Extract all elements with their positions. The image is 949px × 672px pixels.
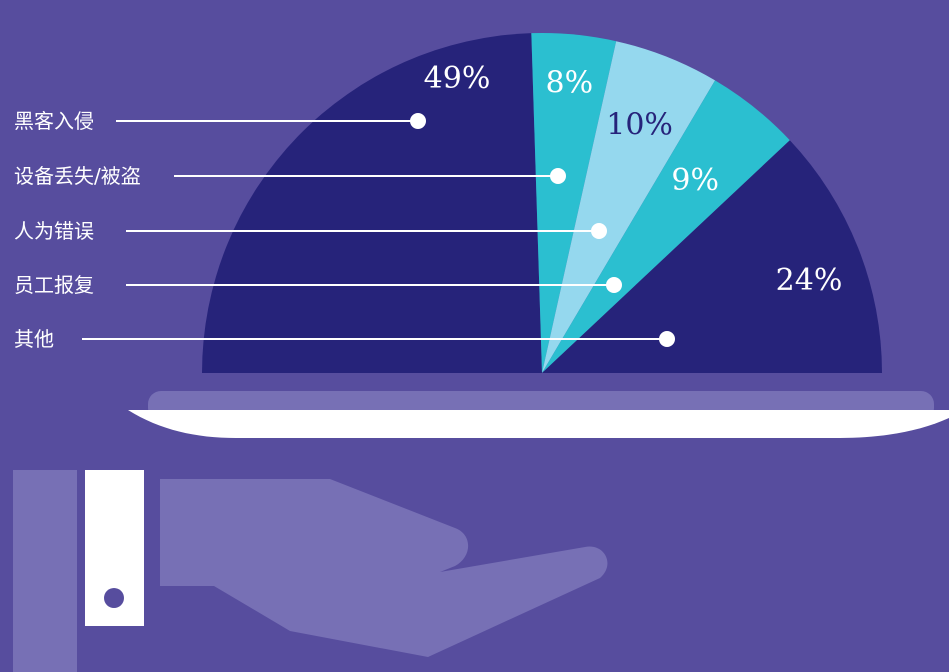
pct-label-employee-revenge: 9% bbox=[671, 163, 719, 198]
legend-label-device-loss: 设备丢失/被盗 bbox=[14, 164, 141, 188]
legend-label-other: 其他 bbox=[14, 327, 54, 351]
pct-label-other: 24% bbox=[776, 263, 843, 298]
cuff-button-icon bbox=[104, 588, 124, 608]
hand-illustration bbox=[13, 470, 608, 672]
serving-tray bbox=[128, 391, 949, 438]
leader-dot-hacker bbox=[410, 113, 426, 129]
slice-device-loss bbox=[531, 33, 617, 373]
hand-icon bbox=[160, 479, 608, 657]
percent-labels: 49% 8% 10% 9% 24% bbox=[424, 61, 843, 298]
sleeve bbox=[13, 470, 77, 672]
legend-label-employee-revenge: 员工报复 bbox=[14, 273, 94, 297]
legend-label-hacker: 黑客入侵 bbox=[14, 109, 94, 133]
pct-label-hacker: 49% bbox=[424, 61, 491, 96]
leader-dot-human-error bbox=[591, 223, 607, 239]
legend: 黑客入侵 设备丢失/被盗 人为错误 员工报复 其他 bbox=[14, 109, 675, 351]
slice-hacker bbox=[202, 33, 542, 374]
slice-human-error bbox=[542, 41, 716, 373]
tray-plate bbox=[128, 410, 949, 438]
legend-label-human-error: 人为错误 bbox=[14, 219, 94, 243]
pie-slices bbox=[202, 33, 882, 374]
slice-employee-revenge bbox=[542, 80, 790, 373]
slice-other bbox=[542, 140, 882, 373]
leader-dot-other bbox=[659, 331, 675, 347]
pct-label-device-loss: 8% bbox=[546, 65, 594, 100]
leader-dot-employee-revenge bbox=[606, 277, 622, 293]
pct-label-human-error: 10% bbox=[606, 108, 673, 143]
leader-dot-device-loss bbox=[550, 168, 566, 184]
